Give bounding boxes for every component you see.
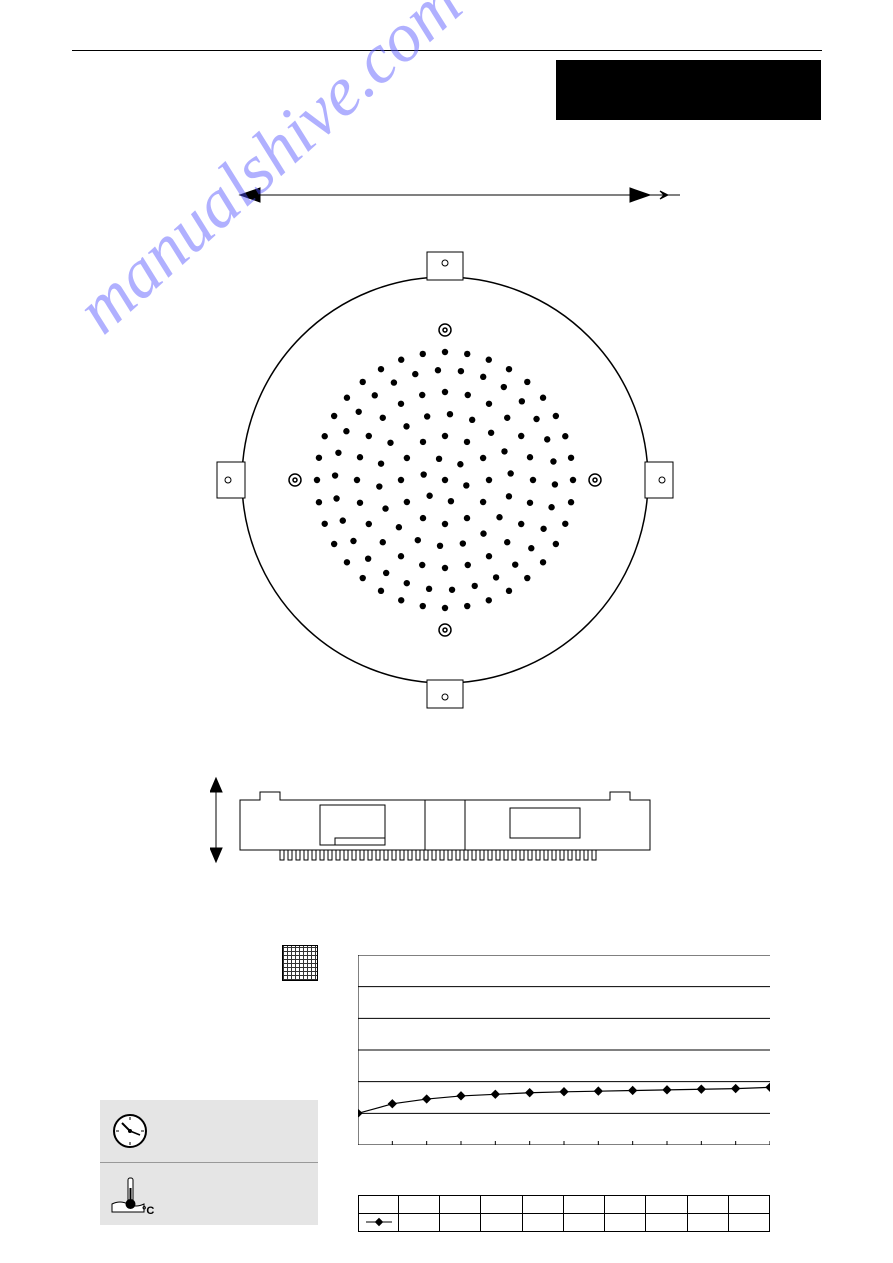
table-cell (481, 1214, 522, 1232)
header-rule (72, 50, 822, 51)
table-cell (440, 1196, 481, 1214)
top-view-drawing (210, 180, 680, 740)
table-cell (440, 1214, 481, 1232)
header-black-box (556, 60, 821, 120)
table-cell (687, 1196, 728, 1214)
table-cell (728, 1214, 769, 1232)
table-cell-marker (359, 1214, 399, 1232)
table-cell (522, 1214, 563, 1232)
table-row (359, 1196, 770, 1214)
flowrate-chart (358, 955, 770, 1145)
table-cell (728, 1196, 769, 1214)
info-panel: °C (100, 1100, 318, 1225)
table-cell (646, 1214, 687, 1232)
table-cell (399, 1214, 440, 1232)
table-cell (399, 1196, 440, 1214)
side-view-drawing (210, 770, 680, 890)
chart-icon (282, 945, 318, 981)
pressure-row (100, 1100, 318, 1162)
temperature-row: °C (100, 1162, 318, 1225)
table-cell (563, 1214, 604, 1232)
table-cell (605, 1214, 646, 1232)
gauge-icon (110, 1111, 150, 1151)
page: manualshive.com (0, 0, 893, 1263)
table-cell (481, 1196, 522, 1214)
table-cell (646, 1196, 687, 1214)
table-row (359, 1214, 770, 1232)
table-cell (563, 1196, 604, 1214)
data-table (358, 1195, 770, 1232)
temperature-unit: °C (142, 1205, 154, 1217)
table-cell (359, 1196, 399, 1214)
table-cell (522, 1196, 563, 1214)
table-cell (687, 1214, 728, 1232)
table-cell (605, 1196, 646, 1214)
